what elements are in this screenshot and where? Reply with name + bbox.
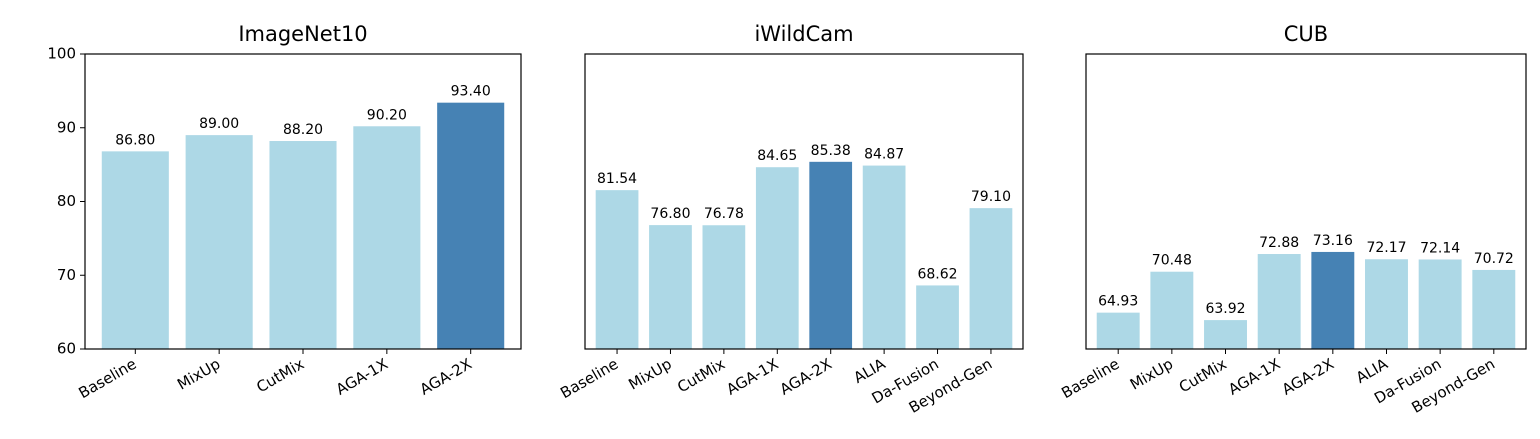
x-tick-label: ALIA bbox=[1353, 354, 1391, 387]
value-label: 90.20 bbox=[367, 107, 407, 123]
bar bbox=[969, 208, 1013, 349]
value-label: 89.00 bbox=[199, 116, 239, 132]
value-label: 79.10 bbox=[971, 189, 1011, 205]
value-label: 72.88 bbox=[1259, 235, 1299, 251]
value-label: 85.38 bbox=[811, 143, 851, 159]
x-tick-label: CutMix bbox=[674, 355, 728, 397]
y-tick-label: 70 bbox=[57, 266, 76, 284]
chart-title: ImageNet10 bbox=[238, 22, 367, 46]
value-label: 63.92 bbox=[1205, 301, 1245, 317]
x-tick-label: MixUp bbox=[174, 355, 223, 394]
x-tick-label: ALIA bbox=[851, 354, 889, 387]
bar bbox=[437, 102, 505, 349]
axes-frame bbox=[1085, 53, 1527, 350]
bar bbox=[595, 190, 639, 349]
value-label: 70.72 bbox=[1474, 251, 1514, 267]
x-tick-label: AGA-1X bbox=[1225, 355, 1283, 399]
bar bbox=[1365, 259, 1408, 349]
x-tick-label: Baseline bbox=[557, 355, 621, 402]
bar bbox=[916, 285, 959, 349]
value-label: 88.20 bbox=[283, 122, 323, 138]
bar bbox=[1150, 271, 1194, 349]
bar bbox=[1418, 259, 1462, 349]
bar bbox=[101, 151, 169, 349]
x-tick-label: AGA-2X bbox=[777, 355, 835, 399]
value-label: 72.17 bbox=[1366, 240, 1406, 256]
x-tick-label: AGA-2X bbox=[417, 355, 475, 399]
bar bbox=[269, 141, 337, 349]
bar bbox=[755, 167, 799, 349]
x-tick-label: MixUp bbox=[1127, 355, 1176, 394]
value-label: 84.87 bbox=[864, 147, 904, 163]
value-label: 72.14 bbox=[1420, 240, 1460, 256]
value-label: 84.65 bbox=[757, 148, 797, 164]
x-tick-label: CutMix bbox=[1176, 355, 1230, 397]
x-tick-label: MixUp bbox=[625, 355, 674, 394]
x-tick-label: AGA-2X bbox=[1279, 355, 1337, 399]
value-label: 76.78 bbox=[704, 206, 744, 222]
chart-title: CUB bbox=[1284, 22, 1328, 46]
x-tick-label: Baseline bbox=[75, 355, 139, 402]
y-tick-label: 60 bbox=[57, 340, 76, 358]
axes-frame bbox=[84, 53, 522, 350]
x-tick-label: CutMix bbox=[253, 355, 307, 397]
bar bbox=[1257, 254, 1301, 349]
value-label: 64.93 bbox=[1098, 294, 1138, 310]
bar bbox=[1204, 320, 1247, 349]
value-label: 76.80 bbox=[650, 206, 690, 222]
value-label: 70.48 bbox=[1152, 253, 1192, 269]
bar bbox=[809, 161, 853, 349]
bar bbox=[1472, 269, 1516, 349]
bar bbox=[702, 225, 746, 349]
bar bbox=[1311, 251, 1355, 349]
axes-frame bbox=[584, 53, 1024, 350]
bar bbox=[185, 135, 253, 349]
x-tick-label: AGA-1X bbox=[723, 355, 781, 399]
x-tick-label: AGA-1X bbox=[333, 355, 391, 399]
value-label: 86.80 bbox=[115, 132, 155, 148]
bar bbox=[353, 126, 421, 350]
y-tick-label: 90 bbox=[57, 118, 76, 136]
y-tick-label: 80 bbox=[57, 192, 76, 210]
chart-title: iWildCam bbox=[754, 22, 853, 46]
x-tick-label: Baseline bbox=[1058, 355, 1122, 402]
value-label: 81.54 bbox=[597, 171, 637, 187]
y-tick-label: 100 bbox=[47, 45, 76, 63]
bar bbox=[862, 165, 906, 349]
bar bbox=[649, 225, 692, 349]
value-label: 73.16 bbox=[1313, 233, 1353, 249]
value-label: 93.40 bbox=[451, 84, 491, 100]
value-label: 68.62 bbox=[917, 266, 957, 282]
bar bbox=[1096, 312, 1140, 349]
